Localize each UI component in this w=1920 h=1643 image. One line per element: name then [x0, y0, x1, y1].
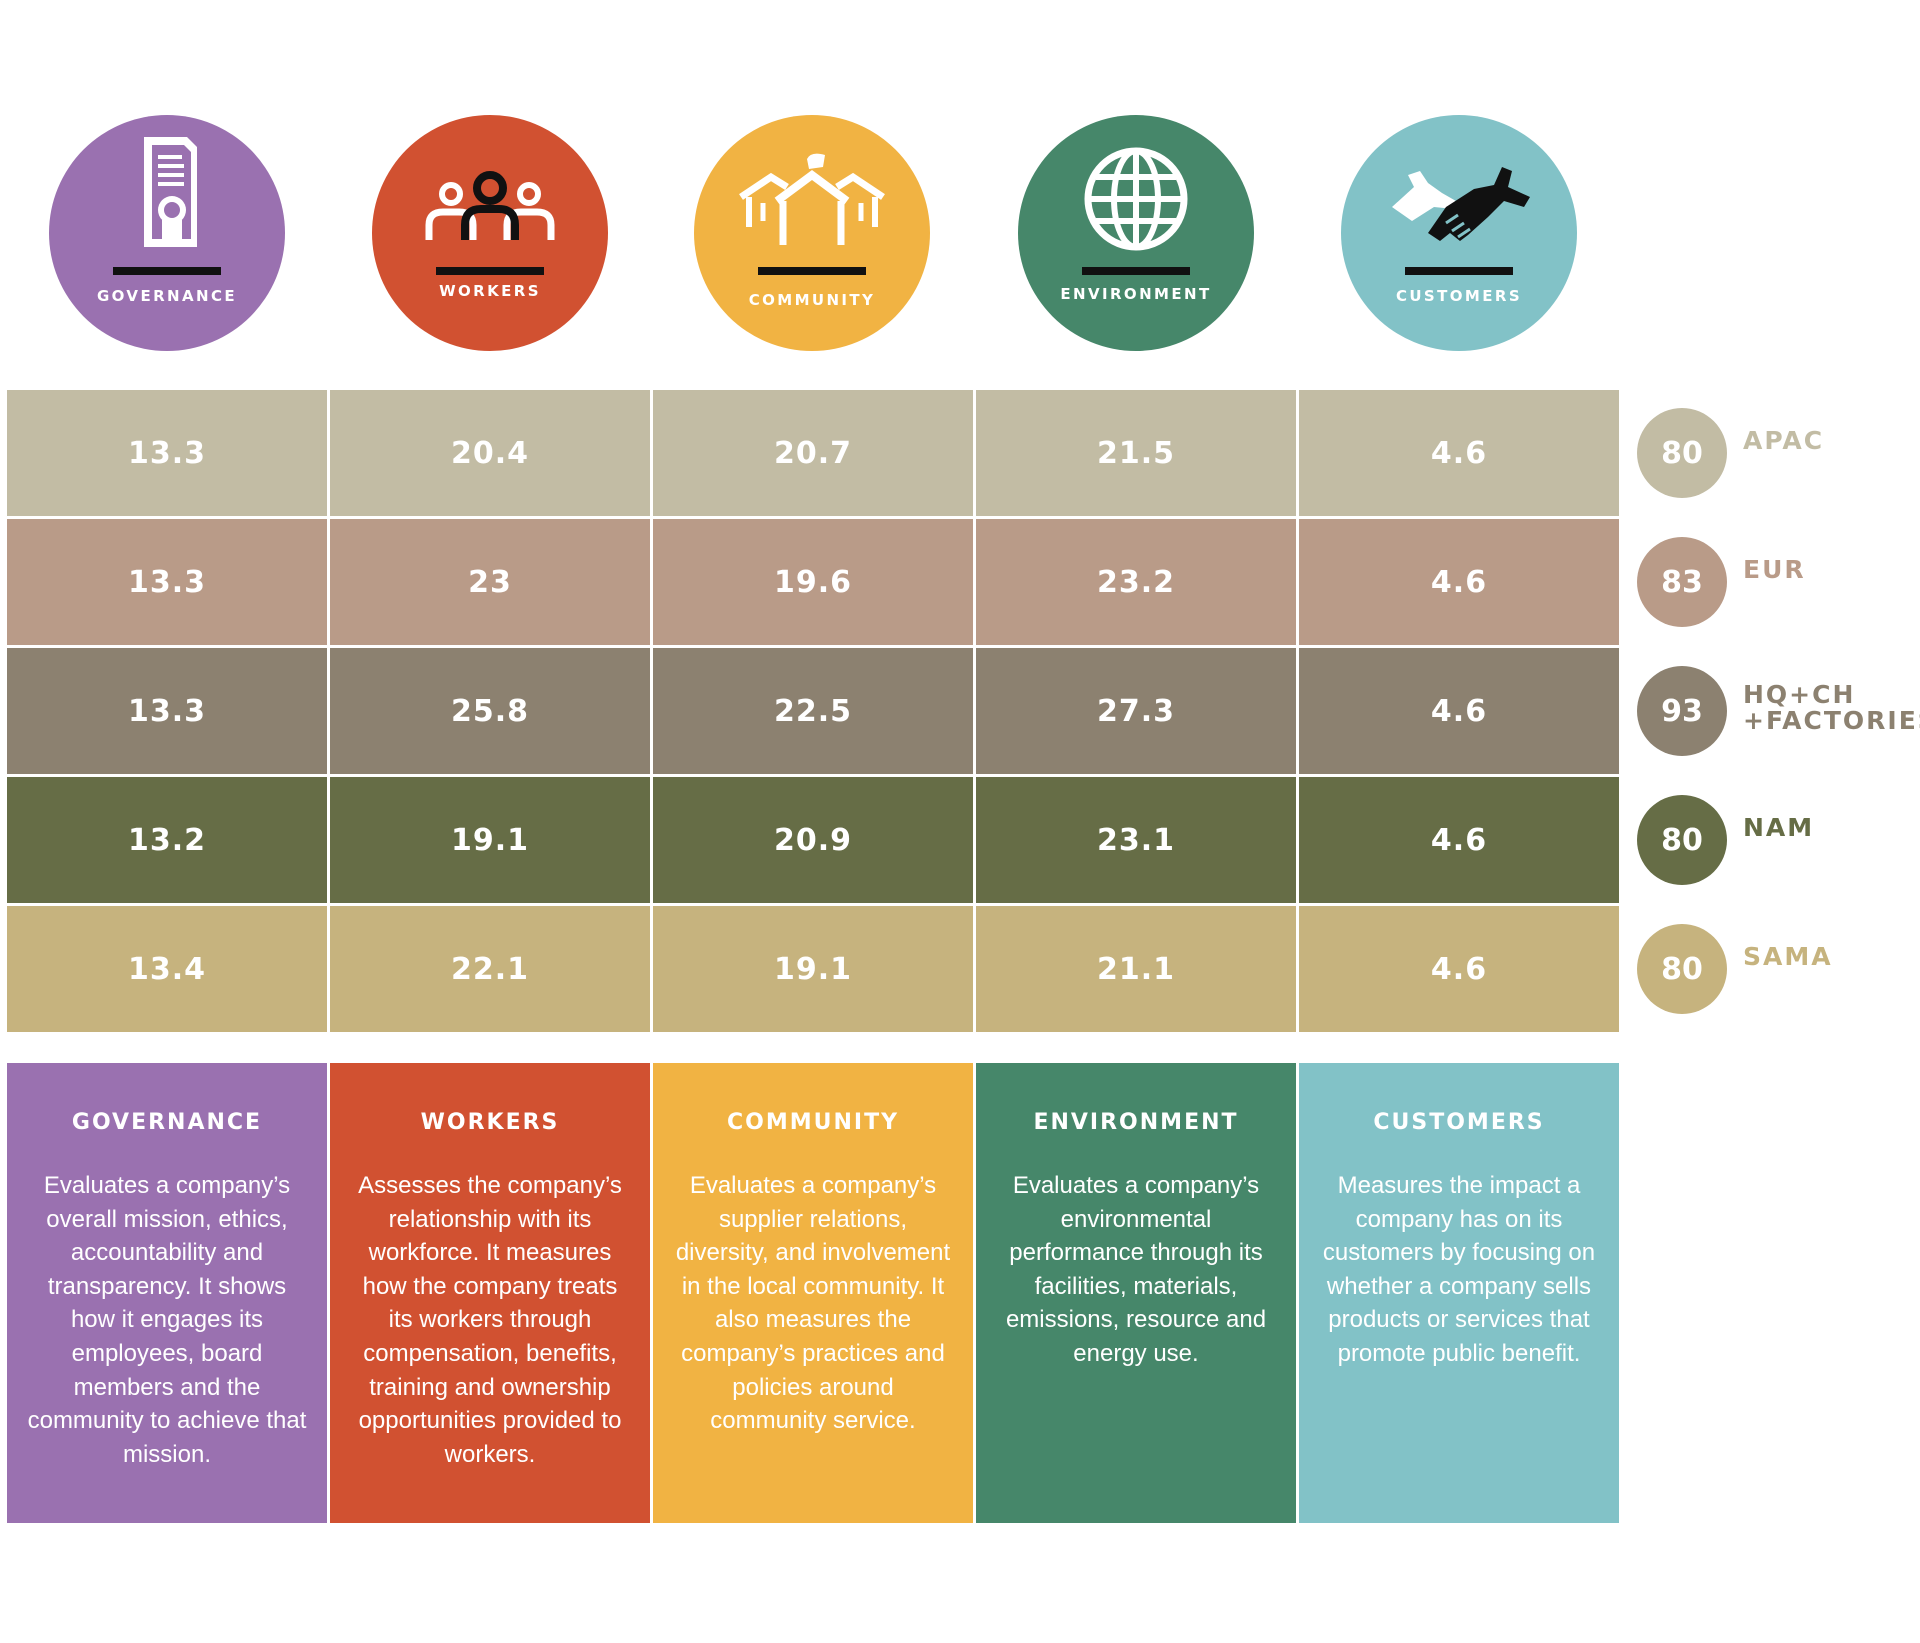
table-row: 13.3 20.4 20.7 21.5 4.6 80 APAC: [0, 390, 1822, 516]
table-cell: 19.1: [653, 906, 973, 1032]
table-row: 13.2 19.1 20.9 23.1 4.6 80 NAM: [0, 777, 1812, 903]
region-label: SAMA: [1743, 942, 1833, 971]
workers-circle: WORKERS: [372, 115, 608, 351]
governance-description-title: GOVERNANCE: [71, 1110, 263, 1135]
environment-description-title: ENVIRONMENT: [1033, 1110, 1239, 1135]
table-cell: 13.3: [7, 390, 327, 516]
table-cell: 13.4: [7, 906, 327, 1032]
environment-circle: ENVIRONMENT: [1018, 115, 1254, 351]
table-cell: 25.8: [330, 648, 650, 774]
region-label: HQ+CH +FACTORIES: [1743, 680, 1920, 735]
table-cell: 4.6: [1299, 390, 1619, 516]
customers-circle-label: CUSTOMERS: [1395, 287, 1523, 305]
table-cell: 21.5: [976, 390, 1296, 516]
governance-description-text: Evaluates a company’s overall mission, e…: [27, 1172, 307, 1468]
table-cell: 23: [330, 519, 650, 645]
community-description-title: COMMUNITY: [726, 1110, 900, 1135]
handshake-icon: [1392, 167, 1530, 241]
customers-circle: CUSTOMERS: [1341, 115, 1577, 351]
governance-description: GOVERNANCE Evaluates a company’s overall…: [7, 1063, 327, 1523]
region-total-badge: 80: [1637, 408, 1727, 498]
table-row: 13.4 22.1 19.1 21.1 4.6 80 SAMA: [0, 906, 1831, 1032]
table-cell: 21.1: [976, 906, 1296, 1032]
table-cell: 19.1: [330, 777, 650, 903]
table-cell: 4.6: [1299, 906, 1619, 1032]
environment-circle-label: ENVIRONMENT: [1060, 285, 1212, 303]
governance-circle: GOVERNANCE: [49, 115, 285, 351]
table-cell: 22.5: [653, 648, 973, 774]
globe-icon: [1084, 147, 1188, 251]
customers-underline: [1405, 267, 1513, 275]
category-icons: GOVERNANCE WORKERS COMMUNITY: [0, 115, 1920, 355]
table-cell: 22.1: [330, 906, 650, 1032]
table-cell: 13.2: [7, 777, 327, 903]
region-total-badge: 80: [1637, 795, 1727, 885]
community-underline: [758, 267, 866, 275]
community-circle-label: COMMUNITY: [748, 291, 876, 309]
customers-description-text: Measures the impact a company has on its…: [1322, 1172, 1596, 1367]
table-cell: 4.6: [1299, 648, 1619, 774]
customers-description-title: CUSTOMERS: [1373, 1110, 1545, 1135]
table-cell: 13.3: [7, 648, 327, 774]
table-cell: 23.2: [976, 519, 1296, 645]
certificate-icon: [144, 137, 197, 247]
customers-description: CUSTOMERS Measures the impact a company …: [1299, 1063, 1619, 1523]
community-circle: COMMUNITY: [694, 115, 930, 351]
workers-description-title: WORKERS: [420, 1110, 560, 1135]
community-description: COMMUNITY Evaluates a company’s supplier…: [653, 1063, 973, 1523]
region-label: APAC: [1743, 426, 1825, 455]
environment-description-text: Evaluates a company’s environmental perf…: [1005, 1172, 1267, 1367]
community-description-text: Evaluates a company’s supplier relations…: [675, 1172, 951, 1435]
table-row: 13.3 25.8 22.5 27.3 4.6 93 HQ+CH +FACTORIES: [0, 648, 1920, 774]
region-total-badge: 80: [1637, 924, 1727, 1014]
workers-description: WORKERS Assesses the company’s relations…: [330, 1063, 650, 1523]
environment-description: ENVIRONMENT Evaluates a company’s enviro…: [976, 1063, 1296, 1523]
environment-underline: [1082, 267, 1190, 275]
table-cell: 20.4: [330, 390, 650, 516]
workers-circle-label: WORKERS: [439, 282, 541, 300]
table-cell: 23.1: [976, 777, 1296, 903]
table-cell: 13.3: [7, 519, 327, 645]
workers-underline: [436, 267, 544, 275]
governance-underline: [113, 267, 221, 275]
table-cell: 4.6: [1299, 519, 1619, 645]
workers-group-icon: [425, 171, 555, 240]
workers-description-text: Assesses the company’s relationship with…: [358, 1172, 622, 1468]
governance-circle-label: GOVERNANCE: [96, 287, 238, 305]
houses-icon: [739, 153, 885, 245]
table-row: 13.3 23 19.6 23.2 4.6 83 EUR: [0, 519, 1804, 645]
table-cell: 20.7: [653, 390, 973, 516]
table-cell: 4.6: [1299, 777, 1619, 903]
region-label: EUR: [1743, 555, 1806, 584]
table-cell: 19.6: [653, 519, 973, 645]
table-cell: 27.3: [976, 648, 1296, 774]
region-total-badge: 93: [1637, 666, 1727, 756]
region-total-badge: 83: [1637, 537, 1727, 627]
table-cell: 20.9: [653, 777, 973, 903]
region-label: NAM: [1743, 813, 1815, 842]
